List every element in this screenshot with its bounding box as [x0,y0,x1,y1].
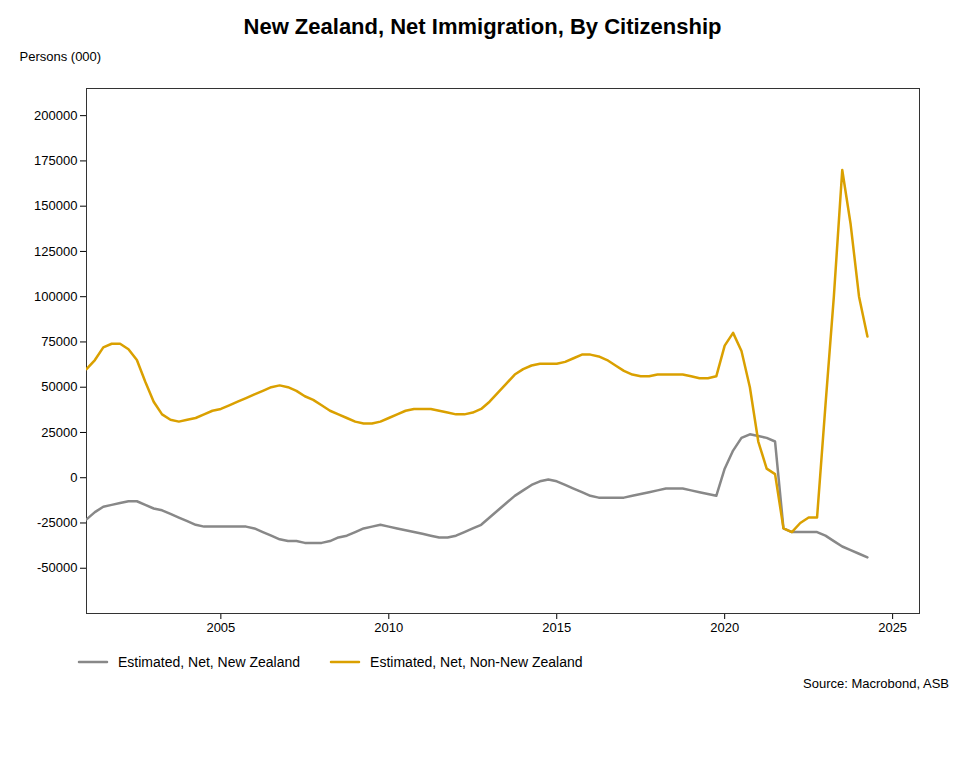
svg-text:-25000: -25000 [37,515,77,530]
svg-text:2010: 2010 [374,620,403,635]
svg-text:-50000: -50000 [37,560,77,575]
html-text:New Zealand, Net Immigration,: New Zealand, Net Immigration, By Citizen… [243,14,722,39]
svg-text:2005: 2005 [206,620,235,635]
svg-text:0: 0 [70,470,77,485]
svg-text:100000: 100000 [34,289,77,304]
html-text:Source: Macrobond, ASB: Source: Macrobond, ASB [803,676,949,691]
svg-text:175000: 175000 [34,153,77,168]
svg-text:2020: 2020 [710,620,739,635]
html-text:Estimated, Net, Non-New Zealan: Estimated, Net, Non-New Zealand [370,654,583,670]
svg-text:50000: 50000 [41,379,77,394]
svg-text:75000: 75000 [41,334,77,349]
svg-text:200000: 200000 [34,108,77,123]
svg-text:25000: 25000 [41,425,77,440]
svg-text:2015: 2015 [542,620,571,635]
svg-text:150000: 150000 [34,198,77,213]
svg-text:2025: 2025 [878,620,907,635]
svg-text:125000: 125000 [34,244,77,259]
svg-text:Persons (000): Persons (000) [20,49,102,64]
html-text:Estimated, Net, New Zealand: Estimated, Net, New Zealand [118,654,301,670]
